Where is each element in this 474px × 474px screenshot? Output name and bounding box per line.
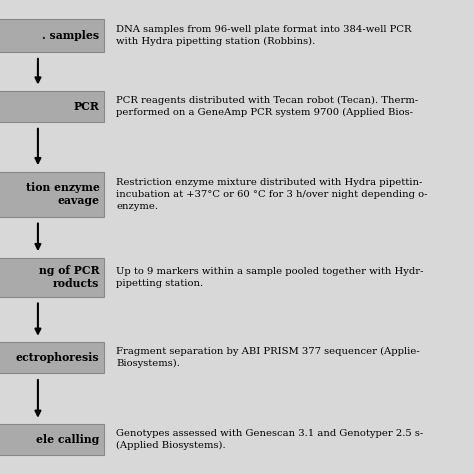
FancyBboxPatch shape <box>0 258 104 297</box>
Text: . samples: . samples <box>42 30 100 41</box>
FancyBboxPatch shape <box>0 19 104 52</box>
FancyBboxPatch shape <box>0 91 104 122</box>
Text: DNA samples from 96-well plate format into 384-well PCR
with Hydra pipetting sta: DNA samples from 96-well plate format in… <box>116 25 411 46</box>
Text: PCR: PCR <box>73 101 100 112</box>
Text: Genotypes assessed with Genescan 3.1 and Genotyper 2.5 s-
(Applied Biosystems).: Genotypes assessed with Genescan 3.1 and… <box>116 429 423 450</box>
Text: ectrophoresis: ectrophoresis <box>16 352 100 364</box>
Text: Fragment separation by ABI PRISM 377 sequencer (Applie-
Biosystems).: Fragment separation by ABI PRISM 377 seq… <box>116 347 420 368</box>
Text: ele calling: ele calling <box>36 434 100 446</box>
FancyBboxPatch shape <box>0 172 104 217</box>
FancyBboxPatch shape <box>0 342 104 374</box>
Text: tion enzyme
eavage: tion enzyme eavage <box>26 182 100 206</box>
FancyBboxPatch shape <box>0 425 104 455</box>
Text: Up to 9 markers within a sample pooled together with Hydr-
pipetting station.: Up to 9 markers within a sample pooled t… <box>116 267 424 288</box>
Text: ng of PCR
roducts: ng of PCR roducts <box>39 265 100 289</box>
Text: Restriction enzyme mixture distributed with Hydra pipettin-
incubation at +37°C : Restriction enzyme mixture distributed w… <box>116 178 428 210</box>
Text: PCR reagents distributed with Tecan robot (Tecan). Therm-
performed on a GeneAmp: PCR reagents distributed with Tecan robo… <box>116 96 419 117</box>
